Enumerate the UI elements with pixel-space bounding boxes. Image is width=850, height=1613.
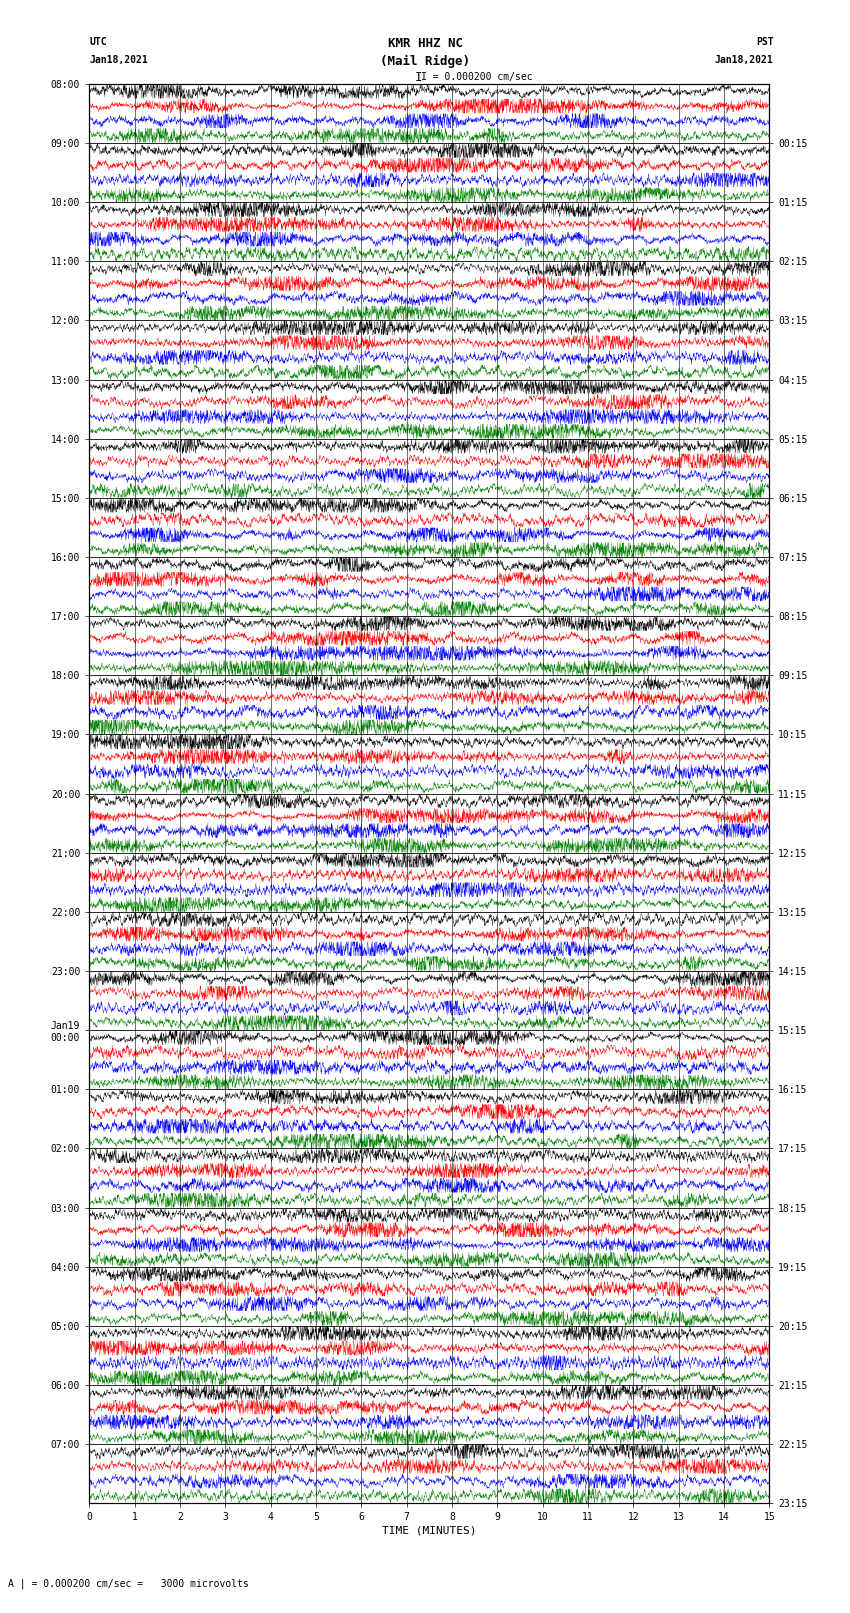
X-axis label: TIME (MINUTES): TIME (MINUTES) bbox=[382, 1526, 477, 1536]
Text: I: I bbox=[415, 71, 422, 84]
Text: I = 0.000200 cm/sec: I = 0.000200 cm/sec bbox=[421, 73, 532, 82]
Text: Jan18,2021: Jan18,2021 bbox=[715, 55, 774, 65]
Text: (Mail Ridge): (Mail Ridge) bbox=[380, 55, 470, 68]
Text: UTC: UTC bbox=[89, 37, 107, 47]
Text: A | = 0.000200 cm/sec =   3000 microvolts: A | = 0.000200 cm/sec = 3000 microvolts bbox=[8, 1579, 249, 1589]
Text: PST: PST bbox=[756, 37, 774, 47]
Text: KMR HHZ NC: KMR HHZ NC bbox=[388, 37, 462, 50]
Text: Jan18,2021: Jan18,2021 bbox=[89, 55, 148, 65]
